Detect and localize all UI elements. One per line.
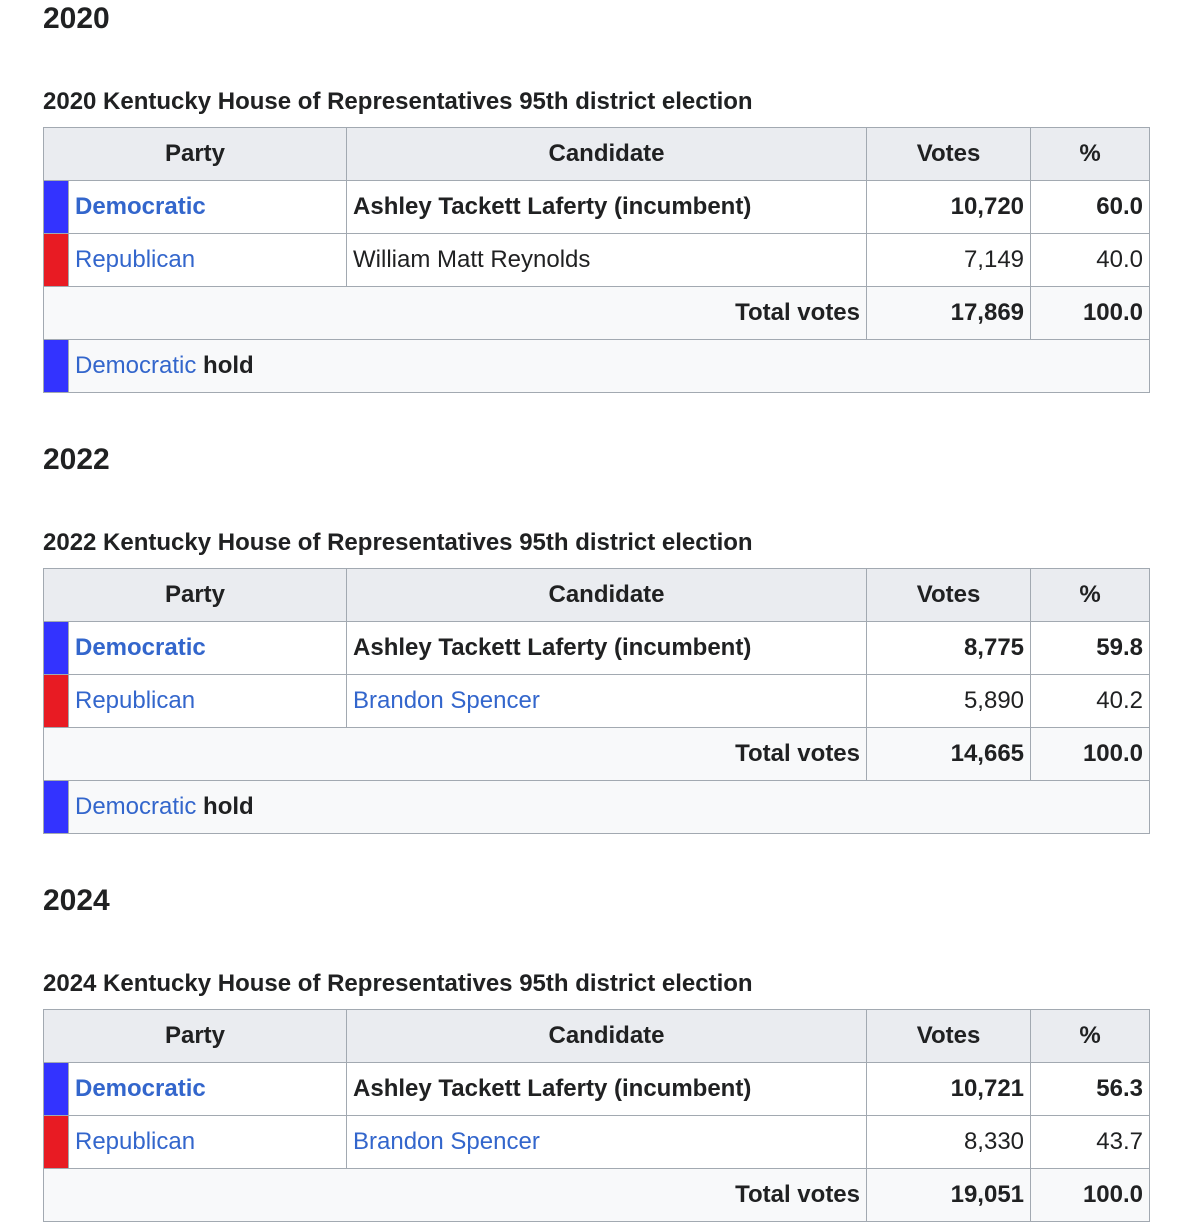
party-color <box>43 180 69 234</box>
column-header: Party <box>42 1009 348 1063</box>
table-caption: 2022 Kentucky House of Representatives 9… <box>43 529 753 556</box>
total-votes: 17,869 <box>866 286 1032 340</box>
candidate-cell: Ashley Tackett Laferty (incumbent) <box>346 1062 868 1116</box>
total-percent: 100.0 <box>1030 1168 1151 1222</box>
column-header: Candidate <box>346 1009 868 1063</box>
total-votes: 19,051 <box>866 1168 1032 1222</box>
column-header: Party <box>42 127 348 181</box>
column-header: % <box>1030 568 1151 622</box>
candidate-row: Democratic Ashley Tackett Laferty (incumb… <box>43 1062 1151 1116</box>
party-cell: Republican <box>67 674 348 728</box>
candidate-cell: Brandon Spencer <box>346 674 868 728</box>
votes-cell: 8,330 <box>866 1115 1032 1169</box>
party-link[interactable]: Democratic <box>75 352 197 379</box>
table-caption: 2020 Kentucky House of Representatives 9… <box>43 88 753 115</box>
party-link[interactable]: Democratic <box>75 793 197 820</box>
percent-cell: 60.0 <box>1030 180 1151 234</box>
results-table: Party Candidate Votes% Democratic Ashley Tac… <box>42 127 1151 393</box>
party-cell: Republican <box>67 1115 348 1169</box>
year-heading: 2022 <box>43 443 110 476</box>
total-row: Total votes 19,051 100.0 <box>42 1168 1151 1222</box>
candidate-name: Ashley Tackett Laferty (incumbent) <box>353 634 752 661</box>
votes-cell: 8,775 <box>866 621 1032 675</box>
candidate-cell: Brandon Spencer <box>346 1115 868 1169</box>
candidate-row: Republican William Matt Reynolds 7,149 40.0 <box>43 233 1151 287</box>
candidate-name: Ashley Tackett Laferty (incumbent) <box>353 193 752 220</box>
candidate-cell: Ashley Tackett Laferty (incumbent) <box>346 621 868 675</box>
result-cell: Democratic hold <box>67 780 1151 834</box>
party-link[interactable]: Republican <box>75 246 196 273</box>
party-color <box>43 674 69 728</box>
result-word: hold <box>203 793 254 820</box>
party-color <box>43 1062 69 1116</box>
result-row: Democratic hold <box>43 339 1151 393</box>
header-row: Party Candidate Votes% <box>42 1009 1151 1063</box>
percent-cell: 40.0 <box>1030 233 1151 287</box>
result-row: Democratic hold <box>43 780 1151 834</box>
column-header: Candidate <box>346 127 868 181</box>
votes-cell: 5,890 <box>866 674 1032 728</box>
total-percent: 100.0 <box>1030 727 1151 781</box>
candidate-row: Democratic Ashley Tackett Laferty (incumb… <box>43 180 1151 234</box>
party-link[interactable]: Republican <box>75 1128 196 1155</box>
party-link[interactable]: Republican <box>75 687 196 714</box>
results-table: Party Candidate Votes% Democratic Ashley Tac… <box>42 1009 1151 1222</box>
column-header: % <box>1030 1009 1151 1063</box>
votes-cell: 10,720 <box>866 180 1032 234</box>
party-color <box>43 1115 69 1169</box>
column-header: % <box>1030 127 1151 181</box>
result-cell: Democratic hold <box>67 339 1151 393</box>
total-percent: 100.0 <box>1030 286 1151 340</box>
column-header: Votes <box>866 1009 1032 1063</box>
percent-cell: 56.3 <box>1030 1062 1151 1116</box>
candidate-cell: Ashley Tackett Laferty (incumbent) <box>346 180 868 234</box>
candidate-row: Democratic Ashley Tackett Laferty (incumb… <box>43 621 1151 675</box>
year-heading: 2020 <box>43 2 110 35</box>
column-header: Candidate <box>346 568 868 622</box>
column-header: Party <box>42 568 348 622</box>
party-link[interactable]: Democratic <box>75 1075 206 1102</box>
column-header: Votes <box>866 127 1032 181</box>
candidate-name: William Matt Reynolds <box>353 246 591 273</box>
total-row: Total votes 17,869 100.0 <box>42 286 1151 340</box>
column-header: Votes <box>866 568 1032 622</box>
party-color <box>43 621 69 675</box>
candidate-link[interactable]: Brandon Spencer <box>353 1128 540 1155</box>
party-cell: Republican <box>67 233 348 287</box>
party-cell: Democratic <box>67 1062 348 1116</box>
party-cell: Democratic <box>67 621 348 675</box>
party-color <box>43 339 69 393</box>
candidate-name: Ashley Tackett Laferty (incumbent) <box>353 1075 752 1102</box>
results-table: Party Candidate Votes% Democratic Ashley Tac… <box>42 568 1151 834</box>
percent-cell: 40.2 <box>1030 674 1151 728</box>
votes-cell: 10,721 <box>866 1062 1032 1116</box>
total-label: Total votes <box>42 286 868 340</box>
party-link[interactable]: Democratic <box>75 193 206 220</box>
total-votes: 14,665 <box>866 727 1032 781</box>
party-color <box>43 233 69 287</box>
header-row: Party Candidate Votes% <box>42 568 1151 622</box>
result-word: hold <box>203 352 254 379</box>
total-label: Total votes <box>42 727 868 781</box>
candidate-row: Republican Brandon Spencer 8,330 43.7 <box>43 1115 1151 1169</box>
year-heading: 2024 <box>43 884 110 917</box>
party-cell: Democratic <box>67 180 348 234</box>
percent-cell: 59.8 <box>1030 621 1151 675</box>
candidate-link[interactable]: Brandon Spencer <box>353 687 540 714</box>
table-caption: 2024 Kentucky House of Representatives 9… <box>43 970 753 997</box>
total-row: Total votes 14,665 100.0 <box>42 727 1151 781</box>
percent-cell: 43.7 <box>1030 1115 1151 1169</box>
header-row: Party Candidate Votes% <box>42 127 1151 181</box>
party-color <box>43 780 69 834</box>
total-label: Total votes <box>42 1168 868 1222</box>
party-link[interactable]: Democratic <box>75 634 206 661</box>
candidate-row: Republican Brandon Spencer 5,890 40.2 <box>43 674 1151 728</box>
votes-cell: 7,149 <box>866 233 1032 287</box>
candidate-cell: William Matt Reynolds <box>346 233 868 287</box>
